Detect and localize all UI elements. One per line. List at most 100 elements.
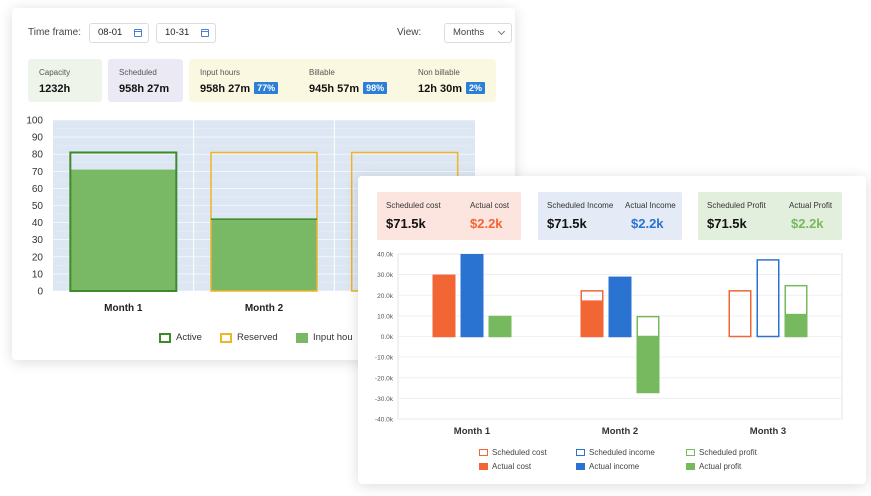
y-tick-label: 80 (32, 150, 44, 161)
y-tick-label: 30.0k (377, 272, 394, 279)
y-tick-label: 0.0k (381, 334, 394, 341)
y-tick-label: 20 (32, 252, 44, 263)
billable-label: Billable (309, 68, 335, 77)
actual-bar (460, 254, 484, 337)
capacity-value: 1232h (39, 83, 71, 95)
date-from-value: 08-01 (98, 27, 123, 38)
financials-legend: Scheduled cost Scheduled income Schedule… (479, 448, 779, 474)
legend-actual-profit-swatch (686, 463, 695, 470)
actual-cost-label: Actual cost (470, 201, 510, 210)
y-tick-label: 20.0k (377, 293, 394, 300)
y-tick-label: 50 (32, 201, 44, 212)
scheduled-bar (728, 290, 752, 338)
profit-summary: Scheduled Profit $71.5k Actual Profit $2… (698, 192, 842, 240)
x-tick-label: Month 1 (104, 303, 143, 314)
y-tick-label: 70 (32, 167, 44, 178)
active-bar (69, 151, 178, 292)
actual-income-label: Actual Income (625, 201, 676, 210)
input-hours-bar (211, 219, 317, 291)
legend-actual-income-label: Actual income (589, 462, 640, 471)
legend-input-hours-label: Input hou (313, 332, 353, 343)
x-tick-label: Month 2 (245, 303, 284, 314)
actual-bar (636, 336, 660, 394)
y-tick-label: -10.0k (375, 355, 394, 362)
date-to-value: 10-31 (165, 27, 190, 38)
time-frame-label: Time frame: (28, 27, 81, 38)
scheduled-label: Scheduled (119, 68, 157, 77)
scheduled-bar (608, 276, 632, 338)
scheduled-income-value: $71.5k (547, 216, 587, 231)
scheduled-cost-value: $71.5k (386, 216, 426, 231)
y-tick-label: -40.0k (375, 417, 394, 424)
actual-bar (608, 276, 632, 337)
scheduled-bar (460, 254, 484, 338)
chevron-down-icon (497, 27, 506, 36)
cost-summary: Scheduled cost $71.5k Actual cost $2.2k (377, 192, 521, 240)
income-summary: Scheduled Income $71.5k Actual Income $2… (538, 192, 682, 240)
y-tick-label: 90 (32, 133, 44, 144)
legend-input-hours-swatch (296, 333, 308, 343)
scheduled-cost-label: Scheduled cost (386, 201, 441, 210)
y-tick-label: 10 (32, 269, 44, 280)
capacity-label: Capacity (39, 68, 71, 77)
actual-income-value: $2.2k (631, 216, 664, 231)
scheduled-profit-value: $71.5k (707, 216, 747, 231)
y-tick-label: 60 (32, 184, 44, 195)
legend-active-label: Active (176, 332, 202, 343)
non-billable-label: Non billable (418, 68, 460, 77)
view-value: Months (453, 27, 485, 38)
y-tick-label: 100 (26, 116, 43, 127)
x-tick-label: Month 3 (750, 426, 786, 437)
input-hours-pct-badge: 77% (254, 82, 279, 94)
capacity-stat: Capacity 1232h (28, 59, 102, 102)
legend-actual-cost-swatch (479, 463, 488, 470)
x-tick-label: Month 2 (602, 426, 638, 437)
scheduled-bar (488, 315, 512, 338)
y-tick-label: -30.0k (375, 396, 394, 403)
financials-chart: 40.0k 30.0k 20.0k 10.0k 0.0k -10.0k -20.0k -30.… (375, 252, 843, 437)
legend-scheduled-profit-swatch (686, 449, 695, 456)
y-tick-label: 40.0k (377, 252, 394, 259)
legend-scheduled-cost-swatch (479, 449, 488, 456)
legend-active-swatch (159, 333, 171, 343)
date-from-picker[interactable]: 08-01 (89, 23, 149, 43)
scheduled-stat: Scheduled 958h 27m (108, 59, 183, 102)
billable-value: 945h 57m 98% (309, 82, 388, 95)
legend-scheduled-income-swatch (576, 449, 585, 456)
input-hours-label: Input hours (200, 68, 241, 77)
date-to-picker[interactable]: 10-31 (156, 23, 216, 43)
input-hours-stats: Input hours 958h 27m 77% Billable 945h 57… (189, 59, 496, 102)
scheduled-bar (636, 315, 660, 338)
view-label: View: (397, 27, 422, 38)
billable-pct-badge: 98% (363, 82, 388, 94)
y-tick-label: -20.0k (375, 375, 394, 382)
reserved-bar (210, 151, 318, 292)
legend-actual-income-swatch (576, 463, 585, 470)
calendar-icon[interactable] (134, 29, 142, 37)
scheduled-bar (580, 290, 604, 338)
scheduled-bar (756, 259, 780, 338)
legend-scheduled-income-label: Scheduled income (589, 448, 655, 457)
non-billable-pct-badge: 2% (466, 82, 486, 94)
scheduled-value: 958h 27m (119, 83, 170, 95)
actual-bar (784, 313, 808, 337)
y-tick-label: 0 (37, 287, 43, 298)
legend-actual-cost-label: Actual cost (492, 462, 532, 471)
hours-legend: Active Reserved Input hou (159, 332, 509, 346)
non-billable-value: 12h 30m 2% (418, 82, 486, 95)
legend-actual-profit-label: Actual profit (699, 462, 742, 471)
legend-scheduled-profit-label: Scheduled profit (699, 448, 757, 457)
actual-bar (432, 274, 456, 337)
x-tick-label: Month 1 (454, 426, 491, 437)
toolbar: Time frame: 08-01 10-31 View: Months (28, 23, 512, 43)
legend-scheduled-cost-label: Scheduled cost (492, 448, 547, 457)
y-tick-label: 10.0k (377, 313, 394, 320)
scheduled-bar (784, 284, 808, 338)
calendar-icon[interactable] (201, 29, 209, 37)
scheduled-profit-label: Scheduled Profit (707, 201, 766, 210)
actual-profit-value: $2.2k (791, 216, 824, 231)
legend-reserved-swatch (220, 333, 232, 343)
actual-bar (488, 315, 512, 337)
legend-reserved-label: Reserved (237, 332, 278, 343)
view-select[interactable]: Months (444, 23, 512, 43)
